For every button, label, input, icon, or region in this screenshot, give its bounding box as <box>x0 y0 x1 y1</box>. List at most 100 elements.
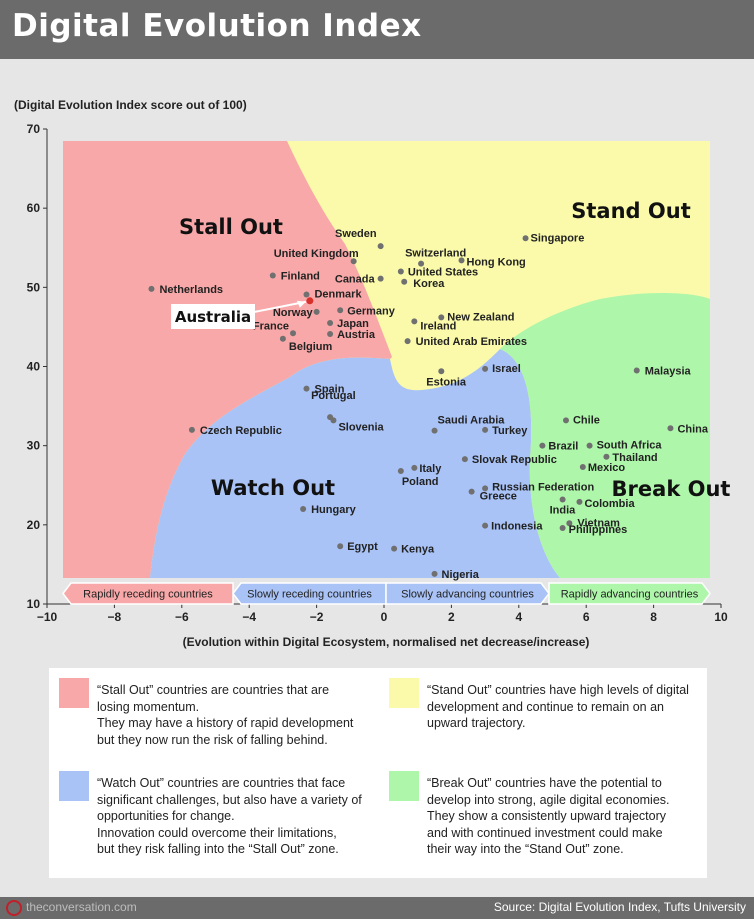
point-philippines <box>559 525 566 531</box>
watch-out-swatch <box>59 771 89 801</box>
point-denmark <box>303 291 310 298</box>
point-singapore <box>522 235 529 242</box>
category-arrow-label: Rapidly receding countries <box>83 589 213 601</box>
point-czech-republic <box>188 426 195 433</box>
point-label-japan: Japan <box>337 318 369 330</box>
zone-title-break-out: Break Out <box>612 477 731 501</box>
zone-title-watch-out: Watch Out <box>211 476 335 500</box>
point-norway <box>313 308 320 315</box>
footer-site-link[interactable]: theconversation.com <box>26 900 137 914</box>
point-colombia <box>576 498 583 505</box>
stand-out-text: “Stand Out” countries have high levels o… <box>427 683 689 730</box>
point-sweden <box>377 243 384 250</box>
point-new-zealand <box>438 314 445 321</box>
x-axis-title: (Evolution within Digital Ecosystem, nor… <box>183 635 590 649</box>
point-label-estonia: Estonia <box>426 376 467 388</box>
y-tick-label: 70 <box>27 122 41 136</box>
category-arrow-2 <box>385 582 550 605</box>
zone-title-stall-out: Stall Out <box>179 215 283 239</box>
y-axis-title: (Digital Evolution Index score out of 10… <box>14 98 247 112</box>
point-label-denmark: Denmark <box>314 288 362 300</box>
zone-title-stand-out: Stand Out <box>571 199 690 223</box>
point-switzerland <box>418 260 425 267</box>
point-label-kenya: Kenya <box>401 544 435 556</box>
point-label-netherlands: Netherlands <box>159 284 223 296</box>
point-label-finland: Finland <box>281 270 320 282</box>
point-label-thailand: Thailand <box>612 452 657 464</box>
point-poland <box>397 468 404 474</box>
point-label-nigeria: Nigeria <box>442 569 480 581</box>
x-tick-label: 0 <box>381 610 388 624</box>
point-south-africa <box>586 442 593 449</box>
point-label-china: China <box>677 423 708 435</box>
point-russian-federation <box>482 485 489 492</box>
point-label-indonesia: Indonesia <box>491 521 543 533</box>
point-label-mexico: Mexico <box>588 462 626 474</box>
point-nigeria <box>431 570 438 577</box>
point-label-belgium: Belgium <box>289 341 333 353</box>
x-tick-label: −8 <box>108 610 122 624</box>
conversation-logo-icon <box>6 900 22 916</box>
point-belgium <box>279 335 286 342</box>
point-brazil <box>539 442 546 449</box>
footer-source: Source: Digital Evolution Index, Tufts U… <box>493 900 746 914</box>
point-label-israel: Israel <box>492 363 521 375</box>
category-arrow-3 <box>548 582 711 605</box>
zone-break-out <box>500 293 710 578</box>
point-label-philippines: Philippines <box>569 524 628 536</box>
point-label-turkey: Turkey <box>492 425 528 437</box>
point-germany <box>337 307 344 314</box>
point-label-chile: Chile <box>573 414 600 426</box>
point-netherlands <box>148 285 155 292</box>
point-mexico <box>579 464 586 471</box>
point-label-poland: Poland <box>402 476 439 488</box>
point-slovak-republic <box>461 456 468 463</box>
category-arrow-label: Slowly advancing countries <box>401 589 534 601</box>
point-label-hungary: Hungary <box>311 504 357 516</box>
australia-callout-label: Australia <box>175 308 251 326</box>
point-label-singapore: Singapore <box>531 232 585 244</box>
point-label-portugal: Portugal <box>311 390 356 402</box>
point-estonia <box>438 368 445 375</box>
x-tick-label: 2 <box>448 610 455 624</box>
point-canada <box>377 275 384 282</box>
point-turkey <box>482 426 489 433</box>
zone-watch-out <box>150 349 560 578</box>
point-greece <box>468 488 475 495</box>
point-spain <box>303 385 310 392</box>
point-label-spain: Spain <box>314 384 344 396</box>
point-label-hong-kong: Hong Kong <box>467 256 526 268</box>
y-tick-label: 40 <box>27 360 41 374</box>
point-label-united-kingdom: United Kingdom <box>274 248 359 260</box>
zone-regions <box>63 141 710 578</box>
x-tick-label: −2 <box>310 610 324 624</box>
point-hong-kong <box>458 257 465 264</box>
y-tick-label: 60 <box>27 201 41 215</box>
point-italy <box>411 464 418 471</box>
point-kenya <box>391 545 398 552</box>
point-label-sweden: Sweden <box>335 228 377 240</box>
x-tick-label: 8 <box>650 610 657 624</box>
point-vietnam <box>566 520 573 527</box>
point-label-czech-republic: Czech Republic <box>200 425 282 437</box>
category-arrow-label: Slowly receding countries <box>247 589 372 601</box>
x-tick-label: −4 <box>242 610 256 624</box>
page-title: Digital Evolution Index <box>12 8 422 44</box>
point-united-arab-emirates <box>404 338 411 345</box>
y-tick-label: 20 <box>27 518 41 532</box>
point-ireland <box>411 318 418 325</box>
scatter-chart: 10 20 30 40 50 60 70 −10 −8 −6 −4 −2 0 2 4 6 8 10 (Digital… <box>14 98 731 649</box>
point-label-austria: Austria <box>337 329 376 341</box>
stall-out-swatch <box>59 678 89 708</box>
break-out-swatch <box>389 771 419 801</box>
x-tick-label: 10 <box>714 610 728 624</box>
point-label-united-arab-emirates: United Arab Emirates <box>416 336 527 348</box>
point-label-switzerland: Switzerland <box>405 248 466 260</box>
point-label-india: India <box>550 505 577 517</box>
point-india <box>559 496 566 503</box>
point-slovenia <box>330 417 337 424</box>
point-austria <box>327 331 334 338</box>
point-label-vietnam: Vietnam <box>577 517 620 529</box>
point-label-united-states: United States <box>408 267 478 279</box>
watch-out-text: “Watch Out” countries are countries that… <box>97 776 362 856</box>
